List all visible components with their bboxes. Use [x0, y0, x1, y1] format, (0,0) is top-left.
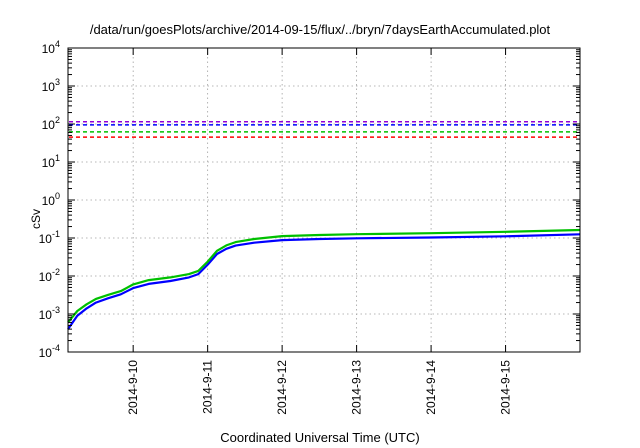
y-tick-label: 101: [42, 153, 60, 170]
x-tick-label: 2014-9-12: [275, 360, 289, 415]
x-tick-label: 2014-9-13: [350, 360, 364, 415]
y-tick-label: 10-1: [39, 229, 60, 246]
x-tick-label: 2014-9-15: [499, 360, 513, 415]
y-tick-label: 102: [42, 115, 60, 132]
y-axis-label: cSv: [29, 209, 43, 230]
x-tick-label: 2014-9-11: [201, 360, 215, 414]
x-tick-label: 2014-9-14: [424, 360, 438, 415]
x-axis-label: Coordinated Universal Time (UTC): [220, 430, 420, 445]
grid-lines: [68, 48, 580, 352]
y-tick-label: 100: [42, 191, 60, 208]
y-axis-ticks: 10-4 10-3 10-2 10-1 100 101 102 103 104: [39, 39, 580, 360]
chart-title: /data/run/goesPlots/archive/2014-09-15/f…: [89, 22, 551, 37]
series-line: [67, 233, 581, 330]
threshold-lines: [69, 120, 579, 138]
series-line: [67, 228, 581, 324]
y-tick-label: 10-3: [39, 305, 60, 322]
series-lines: [67, 228, 581, 330]
y-tick-label: 103: [42, 77, 60, 94]
x-tick-label: 2014-9-10: [126, 360, 140, 415]
y-tick-label: 104: [42, 39, 60, 56]
x-axis-ticks: 2014-9-10 2014-9-11 2014-9-12 2014-9-13 2014…: [126, 48, 513, 415]
y-tick-label: 10-4: [39, 343, 60, 360]
y-tick-label: 10-2: [39, 267, 60, 284]
